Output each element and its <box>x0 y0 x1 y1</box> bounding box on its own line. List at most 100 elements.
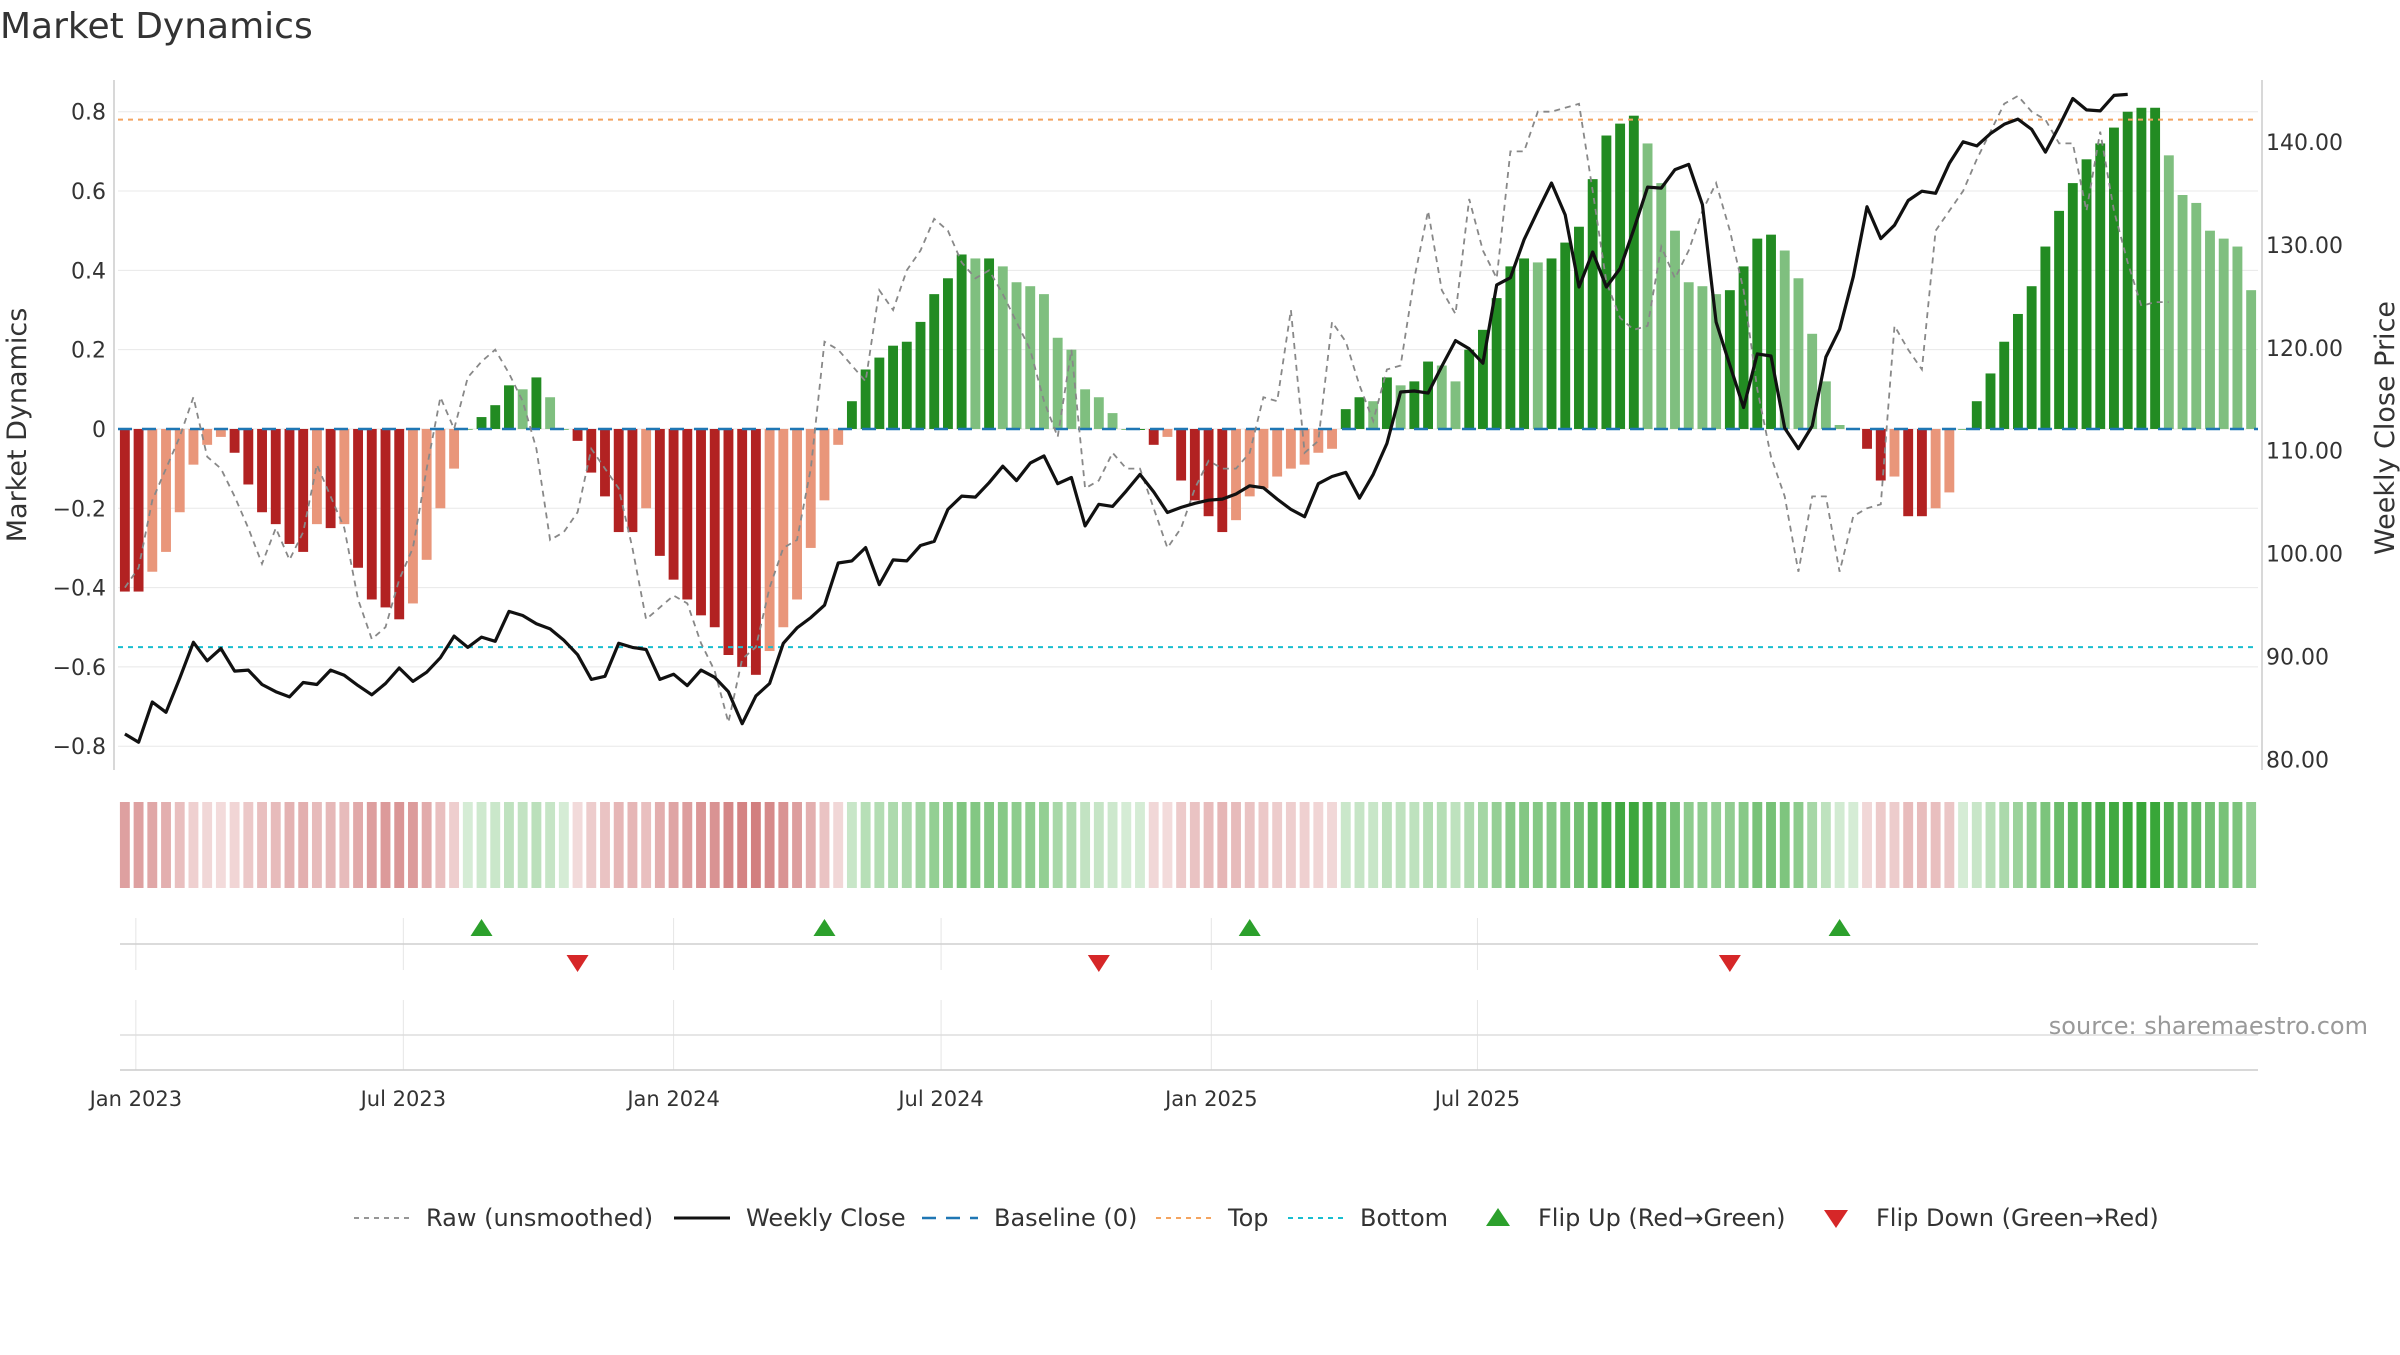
strip-cell <box>1875 802 1886 888</box>
bar-market-dynamics <box>1327 428 1337 449</box>
strip-cell <box>435 802 446 888</box>
bar-market-dynamics <box>1532 262 1543 429</box>
y-tick-label-left: −0.4 <box>53 577 106 602</box>
flip-up-marker <box>1238 919 1261 936</box>
strip-cell <box>956 802 967 888</box>
bar-market-dynamics <box>1176 428 1187 481</box>
bar-market-dynamics <box>1519 258 1530 429</box>
bar-market-dynamics <box>1313 428 1324 453</box>
strip-cell <box>668 802 679 888</box>
color-strip-layer <box>119 802 2257 888</box>
bar-market-dynamics <box>2081 159 2092 429</box>
strip-cell <box>709 802 720 888</box>
axes-layer: 0.8 0.6 0.4 0.2 0 −0.2 −0.4 −0.6 −0.8 140.00 130.0… <box>2 80 2400 774</box>
weekly-close-line <box>124 92 2128 744</box>
strip-cell <box>545 802 556 888</box>
raw-line-layer <box>124 94 2169 723</box>
bar-market-dynamics <box>1258 428 1269 489</box>
strip-cell <box>1574 802 1584 888</box>
strip-cell <box>1176 802 1187 888</box>
strip-cell <box>2163 802 2174 888</box>
bar-market-dynamics <box>1738 266 1749 429</box>
legend-label: Weekly Close <box>746 1204 906 1232</box>
bar-market-dynamics <box>1450 381 1461 429</box>
strip-cell <box>1066 802 1077 888</box>
strip-cell <box>1354 802 1365 888</box>
legend-label: Raw (unsmoothed) <box>426 1204 653 1232</box>
bar-market-dynamics <box>833 428 844 445</box>
bar-market-dynamics <box>2150 107 2161 429</box>
strip-cell <box>257 802 267 888</box>
bar-market-dynamics <box>819 428 830 501</box>
bar-market-dynamics <box>942 278 953 429</box>
bar-market-dynamics <box>1272 428 1283 477</box>
strip-cell <box>833 802 844 888</box>
bar-market-dynamics <box>119 428 130 592</box>
bar-market-dynamics <box>1560 242 1571 429</box>
bar-market-dynamics <box>504 385 514 429</box>
strip-cell <box>339 802 350 888</box>
strip-cell <box>1848 802 1859 888</box>
bar-market-dynamics <box>1752 238 1763 429</box>
bar-market-dynamics <box>1779 250 1790 429</box>
strip-cell <box>1615 802 1626 888</box>
bar-market-dynamics <box>407 428 418 604</box>
bar-market-dynamics <box>188 428 199 465</box>
bar-market-dynamics <box>929 294 940 429</box>
bar-market-dynamics <box>490 405 501 429</box>
bar-market-dynamics <box>353 428 364 568</box>
strip-cell <box>1999 802 2010 888</box>
y-axis-title-left: Market Dynamics <box>2 308 33 543</box>
strip-cell <box>1107 802 1118 888</box>
strip-cell <box>2109 802 2119 888</box>
strip-cell <box>119 802 130 888</box>
bar-market-dynamics <box>2136 107 2147 429</box>
bar-market-dynamics <box>874 357 885 429</box>
bar-market-dynamics <box>161 428 171 552</box>
bar-market-dynamics <box>764 428 775 652</box>
strip-cell <box>380 802 391 888</box>
bar-market-dynamics <box>1985 373 1996 429</box>
bar-market-dynamics <box>1066 349 1077 429</box>
strip-cell <box>1409 802 1420 888</box>
bar-market-dynamics <box>2026 286 2037 429</box>
strip-cell <box>1532 802 1543 888</box>
strip-cell <box>1628 802 1639 888</box>
bar-market-dynamics <box>682 428 693 600</box>
strip-cell <box>1313 802 1324 888</box>
y-tick-label-left: 0.6 <box>71 180 106 205</box>
strip-cell <box>1423 802 1434 888</box>
strip-cell <box>572 802 583 888</box>
bar-market-dynamics <box>2218 238 2229 429</box>
strip-cell <box>284 802 295 888</box>
strip-cell <box>229 802 240 888</box>
y-tick-label-left: −0.2 <box>53 497 106 522</box>
legend-swatch <box>1486 1208 1510 1226</box>
y-tick-label-right: 100.00 <box>2266 543 2343 568</box>
bar-market-dynamics <box>2246 290 2257 429</box>
strip-cell <box>1560 802 1571 888</box>
strip-cell <box>1203 802 1214 888</box>
bar-market-dynamics <box>888 345 899 429</box>
strip-cell <box>1807 802 1818 888</box>
strip-cell <box>1052 802 1063 888</box>
strip-cell <box>1121 802 1132 888</box>
strip-cell <box>860 802 871 888</box>
bar-market-dynamics <box>215 428 226 437</box>
bar-market-dynamics <box>1217 428 1228 533</box>
strip-cell <box>1738 802 1749 888</box>
bar-market-dynamics <box>696 428 706 616</box>
bar-market-dynamics <box>1244 428 1255 497</box>
strip-cell <box>1656 802 1667 888</box>
legend-swatch <box>1824 1210 1848 1228</box>
chart-title: Market Dynamics <box>0 6 313 47</box>
bar-market-dynamics <box>421 428 432 560</box>
bar-market-dynamics <box>1670 230 1680 429</box>
strip-cell <box>133 802 144 888</box>
strip-cell <box>805 802 816 888</box>
bar-market-dynamics <box>1601 135 1612 429</box>
strip-cell <box>2246 802 2257 888</box>
strip-cell <box>2177 802 2188 888</box>
bar-market-dynamics <box>1423 361 1434 429</box>
strip-cell <box>311 802 322 888</box>
